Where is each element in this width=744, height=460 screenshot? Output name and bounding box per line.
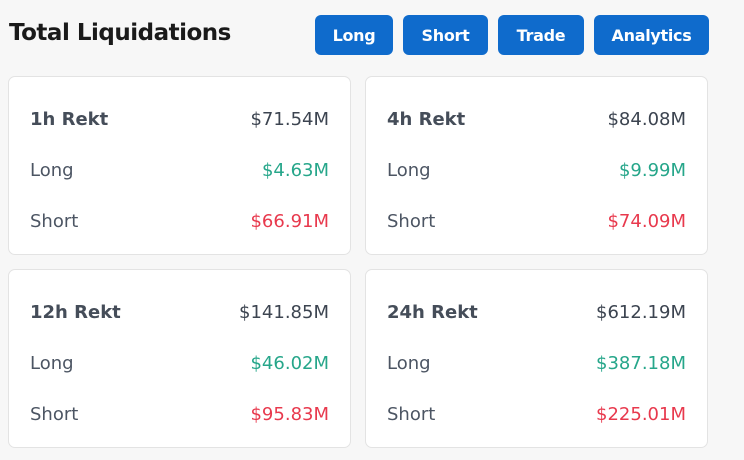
- short-row: Short $66.91M: [30, 208, 329, 234]
- long-row: Long $4.63M: [30, 157, 329, 183]
- long-row: Long $46.02M: [30, 350, 329, 376]
- long-value: $46.02M: [250, 352, 329, 374]
- total-value: $71.54M: [250, 108, 329, 130]
- short-value: $66.91M: [250, 210, 329, 232]
- long-label: Long: [30, 352, 74, 374]
- total-value: $84.08M: [607, 108, 686, 130]
- card-title: 1h Rekt: [30, 108, 109, 130]
- long-row: Long $387.18M: [387, 350, 686, 376]
- card-title: 24h Rekt: [387, 301, 478, 323]
- total-value: $612.19M: [596, 301, 686, 323]
- total-row: 12h Rekt $141.85M: [30, 299, 329, 325]
- card-4h-rekt: 4h Rekt $84.08M Long $9.99M Short $74.09…: [365, 76, 708, 255]
- total-value: $141.85M: [239, 301, 329, 323]
- short-label: Short: [30, 403, 79, 425]
- long-value: $4.63M: [261, 159, 329, 181]
- trade-button[interactable]: Trade: [498, 15, 584, 55]
- card-12h-rekt: 12h Rekt $141.85M Long $46.02M Short $95…: [8, 269, 351, 448]
- short-row: Short $225.01M: [387, 401, 686, 427]
- long-label: Long: [30, 159, 74, 181]
- short-label: Short: [30, 210, 79, 232]
- short-row: Short $95.83M: [30, 401, 329, 427]
- short-button[interactable]: Short: [403, 15, 488, 55]
- long-value: $9.99M: [618, 159, 686, 181]
- card-24h-rekt: 24h Rekt $612.19M Long $387.18M Short $2…: [365, 269, 708, 448]
- short-value: $95.83M: [250, 403, 329, 425]
- short-label: Short: [387, 210, 436, 232]
- page-title: Total Liquidations: [9, 20, 231, 46]
- short-row: Short $74.09M: [387, 208, 686, 234]
- total-row: 4h Rekt $84.08M: [387, 106, 686, 132]
- card-1h-rekt: 1h Rekt $71.54M Long $4.63M Short $66.91…: [8, 76, 351, 255]
- short-label: Short: [387, 403, 436, 425]
- long-label: Long: [387, 352, 431, 374]
- short-value: $74.09M: [607, 210, 686, 232]
- short-value: $225.01M: [596, 403, 686, 425]
- card-title: 4h Rekt: [387, 108, 466, 130]
- card-title: 12h Rekt: [30, 301, 121, 323]
- long-label: Long: [387, 159, 431, 181]
- total-row: 1h Rekt $71.54M: [30, 106, 329, 132]
- long-value: $387.18M: [596, 352, 686, 374]
- long-button[interactable]: Long: [315, 15, 393, 55]
- analytics-button[interactable]: Analytics: [594, 15, 709, 55]
- total-row: 24h Rekt $612.19M: [387, 299, 686, 325]
- long-row: Long $9.99M: [387, 157, 686, 183]
